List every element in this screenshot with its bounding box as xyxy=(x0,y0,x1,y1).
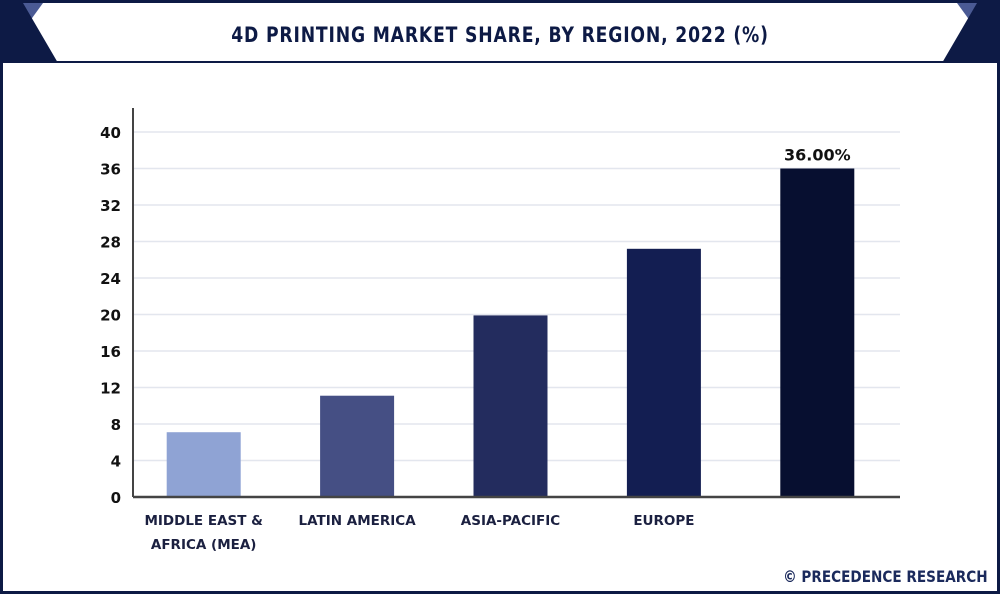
data-label: 36.00% xyxy=(784,146,851,165)
y-tick-label: 4 xyxy=(111,453,121,471)
y-tick-label: 8 xyxy=(111,416,121,434)
credit-text: © PRECEDENCE RESEARCH xyxy=(783,567,988,586)
x-tick-label: MIDDLE EAST & xyxy=(144,513,263,529)
bar xyxy=(473,315,548,497)
chart-title: 4D PRINTING MARKET SHARE, BY REGION, 202… xyxy=(231,23,769,47)
y-tick-label: 0 xyxy=(111,489,121,507)
x-tick-label: LATIN AMERICA xyxy=(299,513,417,529)
y-tick-label: 20 xyxy=(100,307,121,325)
y-tick-label: 36 xyxy=(100,161,121,179)
x-tick-label: ASIA-PACIFIC xyxy=(461,513,561,529)
y-tick-label: 40 xyxy=(100,124,121,142)
y-tick-label: 12 xyxy=(100,380,121,398)
y-tick-label: 24 xyxy=(100,270,121,288)
bar xyxy=(166,432,241,497)
x-tick-label: EUROPE xyxy=(633,513,694,529)
bar xyxy=(780,168,855,497)
bar xyxy=(320,395,395,497)
y-tick-label: 16 xyxy=(100,343,121,361)
x-tick-label: AFRICA (MEA) xyxy=(151,537,257,553)
y-tick-label: 32 xyxy=(100,197,121,215)
bar xyxy=(626,248,701,497)
y-tick-label: 28 xyxy=(100,234,121,252)
title-banner xyxy=(3,3,997,63)
